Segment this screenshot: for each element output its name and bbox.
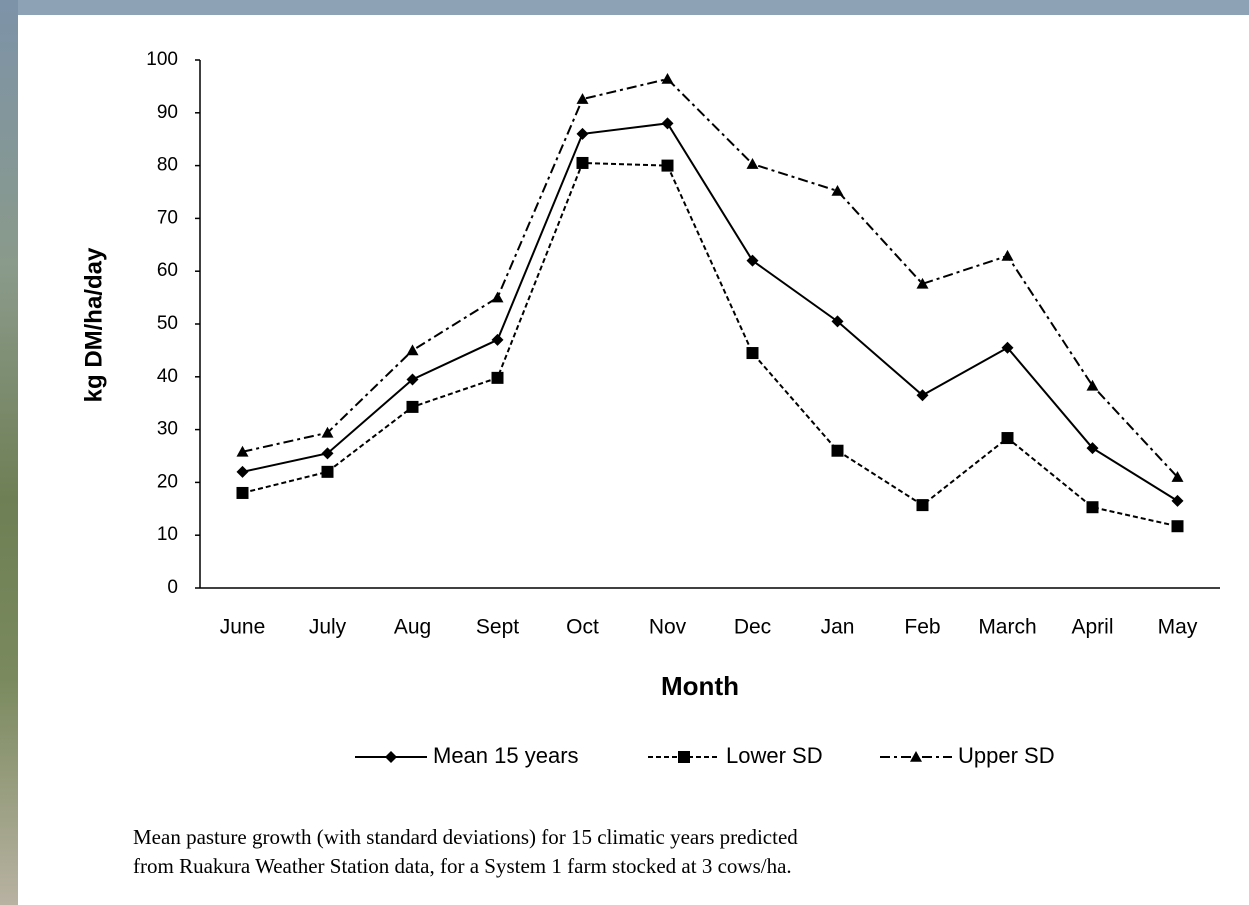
y-tick-label: 50 <box>157 313 178 334</box>
x-tick-label: Sept <box>476 616 519 639</box>
data-point <box>577 128 589 140</box>
x-tick-label: Nov <box>649 616 687 639</box>
legend-marker <box>678 751 690 763</box>
data-point <box>662 117 674 129</box>
caption-line: Mean pasture growth (with standard devia… <box>133 825 798 849</box>
chart: Month kg DM/ha/day Mean pasture growth (… <box>0 0 1249 905</box>
legend-label: Mean 15 years <box>433 743 579 768</box>
series-line <box>243 123 1178 501</box>
data-point <box>237 466 249 478</box>
data-point <box>237 487 249 499</box>
data-point <box>1087 501 1099 513</box>
series-line <box>243 79 1178 477</box>
data-point <box>1002 250 1014 261</box>
data-point <box>1002 432 1014 444</box>
data-point <box>832 445 844 457</box>
y-tick-label: 100 <box>146 49 178 70</box>
x-tick-label: Jan <box>821 616 855 639</box>
y-tick-label: 40 <box>157 366 178 387</box>
data-point <box>747 347 759 359</box>
x-tick-label: Feb <box>904 616 940 639</box>
series-line <box>243 163 1178 526</box>
data-point <box>1087 380 1099 391</box>
data-point <box>577 157 589 169</box>
x-tick-label: May <box>1158 616 1198 639</box>
data-point <box>662 160 674 172</box>
y-tick-label: 80 <box>157 155 178 176</box>
data-point <box>1172 495 1184 507</box>
legend-label: Lower SD <box>726 743 823 768</box>
x-tick-label: Dec <box>734 616 771 639</box>
x-tick-label: June <box>220 616 266 639</box>
y-tick-label: 90 <box>157 102 178 123</box>
page: {"chart_data": {"type": "line", "x_label… <box>0 0 1249 905</box>
y-tick-label: 10 <box>157 524 178 545</box>
x-axis-title: Month <box>661 671 739 701</box>
data-point <box>492 292 504 303</box>
y-tick-label: 70 <box>157 207 178 228</box>
y-tick-label: 60 <box>157 260 178 281</box>
x-tick-label: July <box>309 616 347 639</box>
data-point <box>322 466 334 478</box>
y-tick-label: 20 <box>157 471 178 492</box>
data-point <box>407 401 419 413</box>
y-axis-title: kg DM/ha/day <box>80 247 107 402</box>
data-point <box>662 73 674 84</box>
x-tick-label: Oct <box>566 616 599 639</box>
x-tick-label: March <box>978 616 1036 639</box>
y-tick-label: 30 <box>157 419 178 440</box>
data-point <box>917 499 929 511</box>
caption-line: from Ruakura Weather Station data, for a… <box>133 854 792 878</box>
legend-marker <box>910 751 922 762</box>
x-tick-label: April <box>1071 616 1113 639</box>
data-point <box>407 344 419 355</box>
legend-marker <box>385 751 397 763</box>
x-tick-label: Aug <box>394 616 431 639</box>
data-point <box>1172 520 1184 532</box>
data-point <box>492 334 504 346</box>
data-point <box>492 372 504 384</box>
legend-label: Upper SD <box>958 743 1055 768</box>
y-tick-label: 0 <box>167 577 178 598</box>
